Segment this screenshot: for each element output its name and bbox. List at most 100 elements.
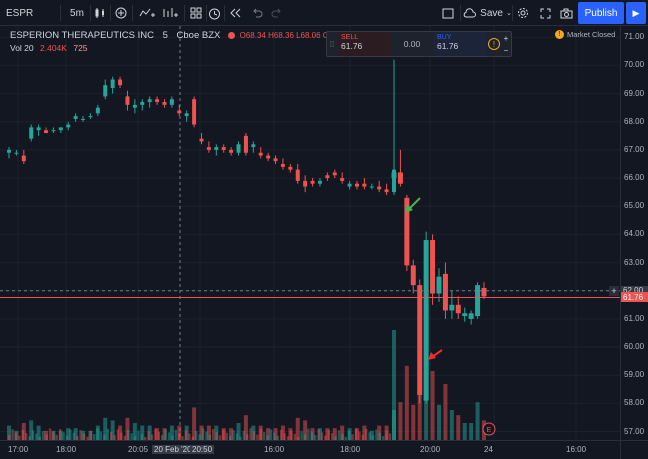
- price-tick-label: 60.00: [624, 342, 645, 352]
- candle-body: [347, 183, 352, 187]
- volume-bar: [118, 425, 123, 440]
- candle-body: [44, 130, 49, 134]
- candle-body: [362, 183, 367, 187]
- volume-bar: [96, 428, 99, 440]
- volume-bar: [378, 432, 381, 440]
- price-tick-label: 61.00: [624, 313, 645, 323]
- volume-bar: [181, 436, 184, 440]
- plus-icon[interactable]: +: [503, 33, 509, 43]
- candle-body: [184, 113, 189, 117]
- volume-bar: [76, 436, 79, 440]
- sell-button[interactable]: SELL 61.76: [337, 32, 391, 56]
- volume-bar: [192, 407, 197, 440]
- price-axis[interactable]: [620, 26, 648, 440]
- time-tick-label: 18:00: [56, 445, 77, 454]
- buy-button[interactable]: BUY 61.76: [433, 32, 487, 56]
- volume-bar: [404, 365, 409, 440]
- replay-icon[interactable]: [228, 0, 242, 26]
- alert-clock-icon[interactable]: [205, 0, 223, 26]
- volume-bar: [14, 432, 18, 440]
- spread-value: 0.00: [403, 39, 421, 49]
- candle-body: [118, 79, 123, 86]
- volume-bar: [456, 415, 461, 440]
- price-tick-label: 70.00: [624, 60, 645, 70]
- symbol-search-button[interactable]: ESPR: [6, 7, 34, 19]
- volume-bar: [256, 434, 259, 440]
- publish-button[interactable]: Publish: [578, 2, 624, 24]
- layout-icon[interactable]: [440, 0, 456, 26]
- templates-icon[interactable]: [188, 0, 204, 26]
- volume-bar: [251, 425, 256, 440]
- candle-body: [155, 99, 160, 103]
- volume-bar: [286, 436, 290, 440]
- volume-bar: [103, 417, 108, 440]
- undo-icon[interactable]: [250, 0, 264, 26]
- compare-add-icon[interactable]: [113, 0, 129, 26]
- volume-bar: [73, 428, 78, 440]
- volume-bar: [144, 437, 147, 440]
- volume-bar: [384, 425, 389, 440]
- candles-style-icon[interactable]: [92, 0, 108, 26]
- volume-bar: [110, 432, 113, 440]
- volume-bar: [150, 434, 154, 440]
- volume-bar: [325, 428, 330, 440]
- volume-bar: [327, 429, 330, 440]
- candle-body: [303, 180, 308, 187]
- volume-bar: [354, 428, 359, 440]
- candle-body: [258, 152, 263, 156]
- volume-legend-label: Vol 20: [10, 43, 34, 53]
- trade-info-button[interactable]: !: [487, 32, 501, 56]
- candle-body: [391, 172, 397, 179]
- volume-bar: [351, 434, 354, 440]
- time-axis[interactable]: [0, 440, 620, 459]
- volume-bar: [462, 423, 467, 440]
- volume-bar: [361, 434, 364, 440]
- volume-bar: [388, 433, 392, 440]
- candle-body: [377, 186, 382, 190]
- settings-gear-icon[interactable]: [515, 0, 531, 26]
- volume-bar: [324, 435, 327, 440]
- volume-bar: [48, 428, 52, 440]
- volume-bar: [398, 402, 403, 440]
- volume-bar: [21, 423, 26, 440]
- play-button[interactable]: ▶: [626, 2, 646, 24]
- volume-bar: [259, 428, 262, 440]
- volume-bar: [167, 432, 171, 440]
- volume-bar: [51, 430, 56, 440]
- candle-body: [332, 172, 337, 176]
- indicators-icon[interactable]: [137, 0, 157, 26]
- green-arrow-icon: [405, 197, 421, 213]
- volume-bar: [130, 433, 133, 440]
- volume-bar: [377, 425, 382, 440]
- volume-bar: [38, 436, 41, 440]
- redo-icon[interactable]: [270, 0, 284, 26]
- candle-body: [397, 172, 403, 184]
- candle-body: [455, 304, 461, 314]
- volume-bar: [385, 430, 388, 440]
- save-button[interactable]: Save ⌄: [462, 0, 512, 26]
- candle-body: [295, 169, 300, 181]
- volume-bar: [358, 431, 361, 440]
- fullscreen-icon[interactable]: [537, 0, 553, 26]
- earnings-event-label: E: [487, 427, 492, 434]
- info-icon: !: [488, 38, 500, 50]
- volume-bar: [307, 428, 310, 440]
- volume-bar: [14, 430, 19, 440]
- candle-body: [169, 99, 174, 105]
- volume-bar: [127, 430, 130, 440]
- price-tick-label: 65.00: [624, 201, 645, 211]
- add-alert-plus-icon[interactable]: +: [609, 285, 619, 296]
- volume-bar: [82, 433, 86, 440]
- volume-bar: [232, 430, 235, 440]
- drag-handle-icon[interactable]: ⁞⁞: [329, 39, 335, 49]
- legend-interval: 5: [162, 30, 168, 41]
- minus-icon[interactable]: −: [503, 45, 509, 55]
- financials-icon[interactable]: [160, 0, 180, 26]
- volume-bar: [344, 436, 347, 440]
- candle-body: [404, 197, 410, 266]
- interval-button[interactable]: 5m: [70, 7, 84, 19]
- camera-icon[interactable]: [558, 0, 574, 26]
- volume-bar: [62, 432, 65, 440]
- legend-title: ESPERION THERAPEUTICS INC: [10, 30, 154, 41]
